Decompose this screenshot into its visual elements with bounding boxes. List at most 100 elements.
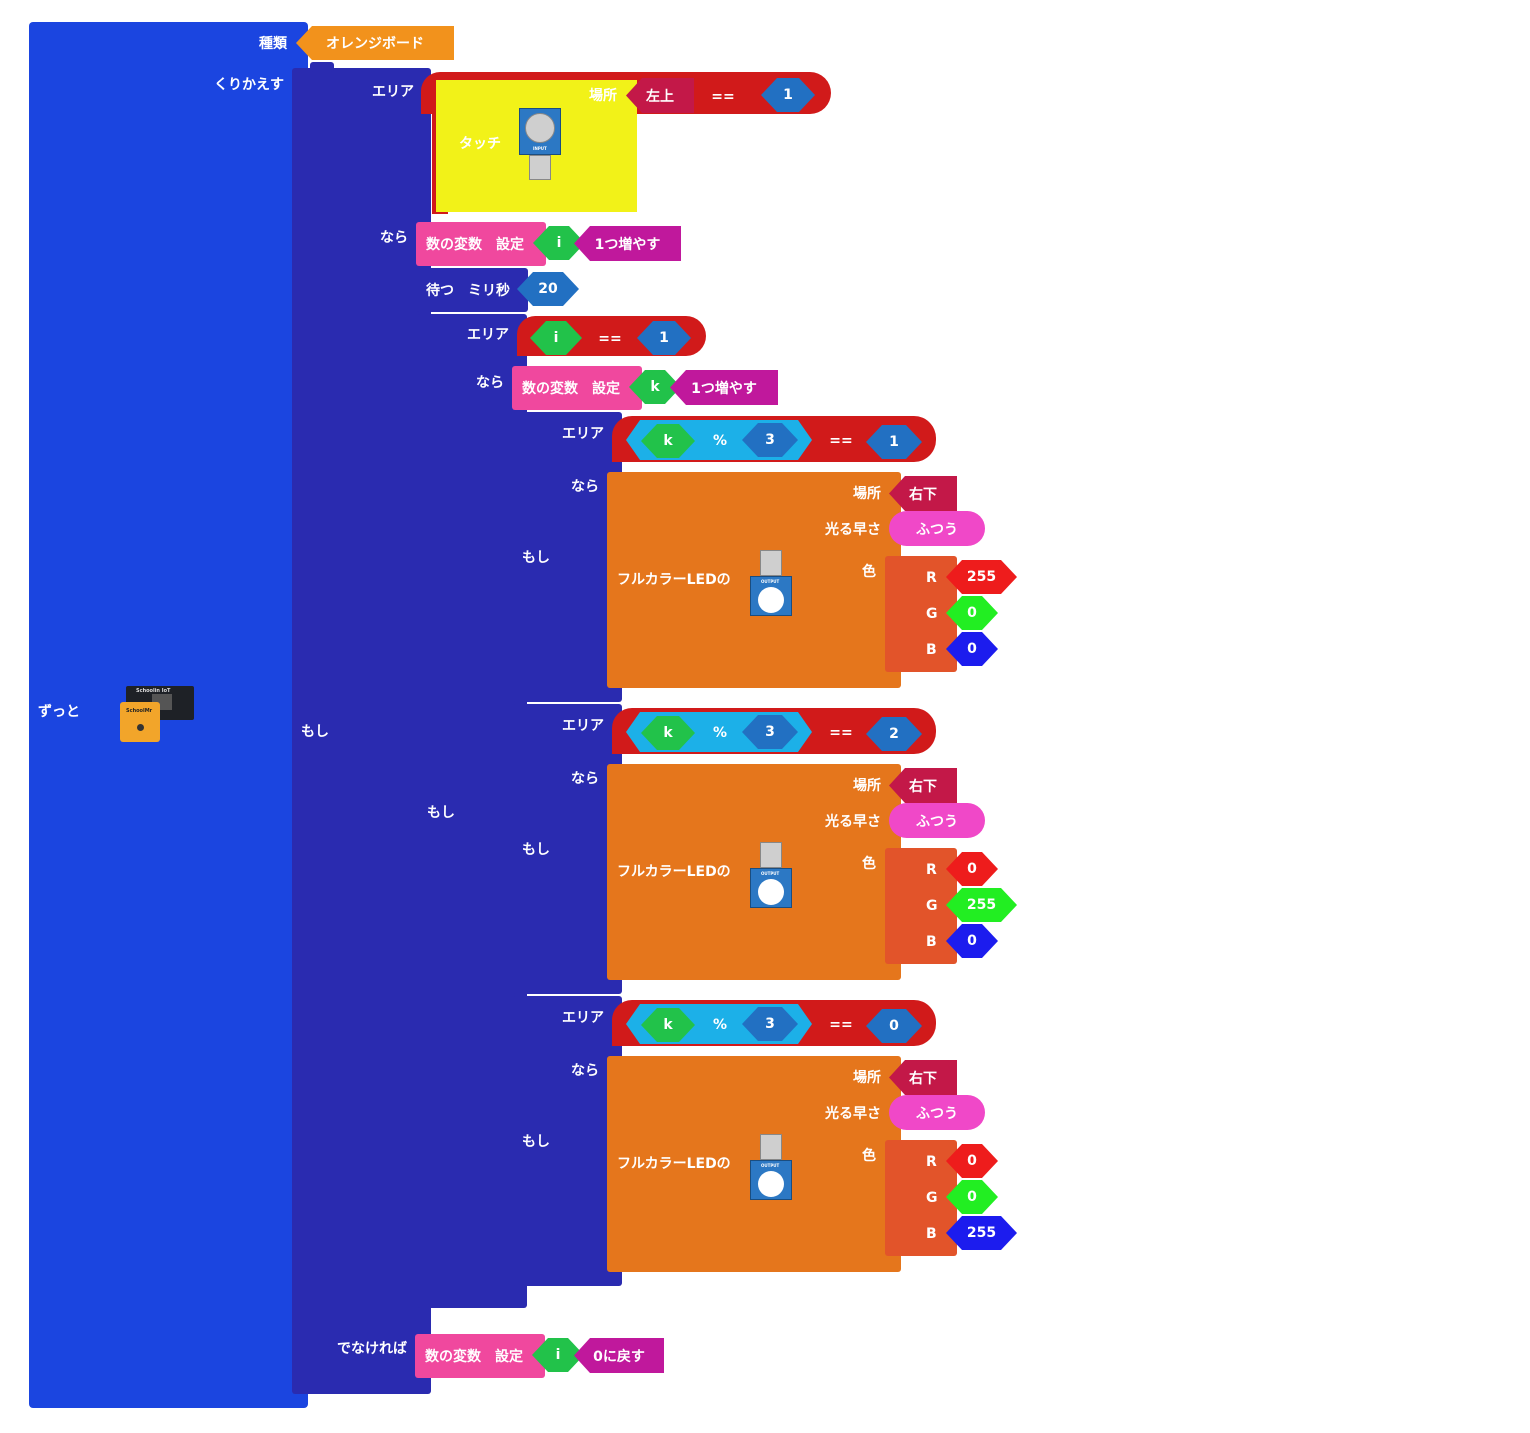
board-orange-module: SchoolMr [120,702,160,742]
led3-module-connector [760,1134,782,1160]
touch-place-label: 場所 [589,88,617,104]
led1-module-text: OUTPUT [761,579,780,584]
led1-speed-dropdown[interactable]: ふつう [889,511,985,546]
led2-rgb-block[interactable] [885,848,957,964]
led3-module-image: OUTPUT [750,1134,792,1200]
if-k1-op[interactable]: == [829,433,853,449]
led3-rgb-block[interactable] [885,1140,957,1256]
led1-b-label: B [926,642,937,658]
led1-rgb-block[interactable] [885,556,957,672]
board-type-dropdown[interactable]: オレンジボード [296,26,454,60]
set-i-reset-block[interactable]: 数の変数 設定 [415,1334,545,1378]
led1-label: フルカラーLEDの [617,572,731,588]
set-i-inc-action[interactable]: 1つ増やす [574,226,681,261]
led2-speed-dropdown[interactable]: ふつう [889,803,985,838]
led3-place-label: 場所 [853,1070,881,1086]
led3-b-value[interactable]: 255 [946,1216,1017,1250]
if-i-label: もし [427,805,455,821]
wait-block[interactable]: 待つ ミリ秒 [416,268,528,312]
led2-module-board: OUTPUT [750,868,792,908]
if-k0-op[interactable]: == [829,1017,853,1033]
outer-if-area-label: エリア [372,84,414,100]
led2-speed-label: 光る早さ [825,814,881,830]
if-k0-area-label: エリア [562,1010,604,1026]
if-k1-area-label: エリア [562,426,604,442]
outer-if-block[interactable] [292,68,431,1394]
touch-place-dropdown[interactable]: 左上 [626,78,694,113]
outer-if-notch [310,62,334,72]
led2-module-led [758,879,784,905]
if-k0-mod-op[interactable]: % [712,1017,728,1033]
led1-module-led [758,587,784,613]
if-k2-block[interactable] [512,704,622,994]
led2-label: フルカラーLEDの [617,864,731,880]
led2-module-text: OUTPUT [761,871,780,876]
if-k2-then-label: なら [571,771,599,787]
board-type-label: 種類 [259,36,287,52]
touch-op[interactable]: == [711,89,735,105]
led3-g-label: G [926,1190,938,1206]
outer-if-then-label: なら [380,230,408,246]
if-k0-then-label: なら [571,1063,599,1079]
touch-sensor-connector [529,155,551,180]
led1-module-image: OUTPUT [750,550,792,616]
if-k2-label: もし [522,842,550,858]
if-k1-mod-op[interactable]: % [712,433,728,449]
led2-color-label: 色 [862,856,876,872]
led1-module-board: OUTPUT [750,576,792,616]
led2-place-dropdown[interactable]: 右下 [889,768,957,803]
set-k-inc-block[interactable]: 数の変数 設定 [512,366,642,410]
touch-sensor-pad [525,113,555,143]
led1-module-connector [760,550,782,576]
touch-sensor-image: INPUT [519,108,561,180]
board-label: Schoolin IoT [136,688,171,694]
outer-if-label: もし [301,724,329,740]
led1-g-label: G [926,606,938,622]
led1-r-value[interactable]: 255 [946,560,1017,594]
led2-g-value[interactable]: 255 [946,888,1017,922]
touch-label: タッチ [459,136,501,152]
led2-b-label: B [926,934,937,950]
touch-sensor-text: INPUT [533,146,547,151]
led3-b-label: B [926,1226,937,1242]
led3-place-dropdown[interactable]: 右下 [889,1060,957,1095]
if-k0-block[interactable] [512,996,622,1286]
if-k2-op[interactable]: == [829,725,853,741]
led2-module-image: OUTPUT [750,842,792,908]
if-i-op[interactable]: == [598,331,622,347]
led3-r-label: R [926,1154,937,1170]
led2-g-label: G [926,898,938,914]
board-module-text: SchoolMr [126,708,153,714]
led3-label: フルカラーLEDの [617,1156,731,1172]
touch-sensor-board: INPUT [519,108,561,155]
led3-module-board: OUTPUT [750,1160,792,1200]
if-i-then-label: なら [476,375,504,391]
if-k1-block[interactable] [512,412,622,702]
if-k1-then-label: なら [571,479,599,495]
outer-if-else-label: でなければ [337,1341,407,1357]
led1-place-dropdown[interactable]: 右下 [889,476,957,511]
led1-place-label: 場所 [853,486,881,502]
led1-color-label: 色 [862,564,876,580]
led3-color-label: 色 [862,1148,876,1164]
if-k0-label: もし [522,1134,550,1150]
led3-module-text: OUTPUT [761,1163,780,1168]
led2-r-label: R [926,862,937,878]
if-i-block[interactable] [417,314,527,1308]
set-i-inc-block[interactable]: 数の変数 設定 [416,222,546,266]
set-i-reset-action[interactable]: 0に戻す [574,1338,664,1373]
if-k1-label: もし [522,550,550,566]
if-k2-mod-op[interactable]: % [712,725,728,741]
led2-place-label: 場所 [853,778,881,794]
led1-speed-label: 光る早さ [825,522,881,538]
if-k2-area-label: エリア [562,718,604,734]
set-k-inc-action[interactable]: 1つ増やす [670,370,778,405]
led3-speed-label: 光る早さ [825,1106,881,1122]
led3-speed-dropdown[interactable]: ふつう [889,1095,985,1130]
if-i-area-label: エリア [467,327,509,343]
led2-module-connector [760,842,782,868]
led3-module-led [758,1171,784,1197]
led1-r-label: R [926,570,937,586]
repeat-label: くりかえす [214,77,284,93]
board-image: Schoolin IoT SchoolMr [120,684,196,742]
